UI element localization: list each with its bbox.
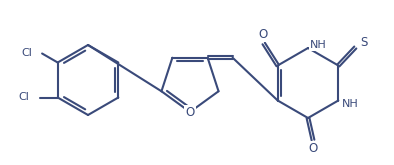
- Text: O: O: [258, 28, 267, 41]
- Text: Cl: Cl: [21, 49, 32, 59]
- Text: NH: NH: [310, 40, 327, 50]
- Text: S: S: [360, 36, 368, 49]
- Text: O: O: [309, 143, 318, 155]
- Text: NH: NH: [342, 99, 359, 109]
- Text: O: O: [185, 106, 195, 119]
- Text: Cl: Cl: [19, 93, 30, 102]
